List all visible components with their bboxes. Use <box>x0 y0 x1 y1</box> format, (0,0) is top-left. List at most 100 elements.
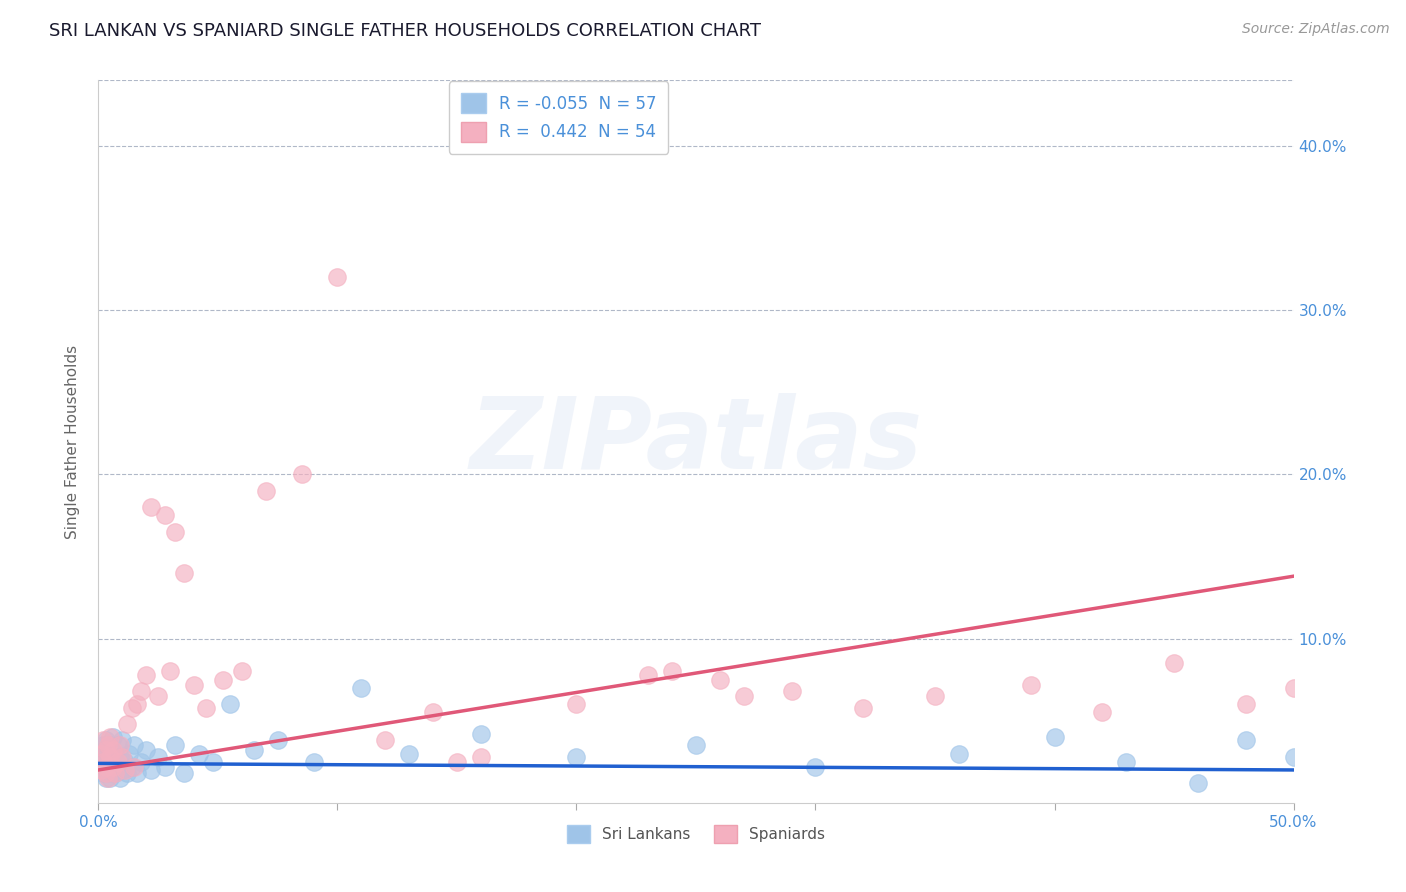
Point <box>350 681 373 695</box>
Point <box>101 760 124 774</box>
Point <box>118 747 141 761</box>
Point <box>98 771 122 785</box>
Point <box>326 270 349 285</box>
Point <box>135 743 157 757</box>
Point <box>243 743 266 757</box>
Point <box>111 763 134 777</box>
Point <box>470 749 492 764</box>
Point <box>733 689 755 703</box>
Point <box>107 760 129 774</box>
Point <box>291 467 314 482</box>
Point <box>254 483 277 498</box>
Point <box>470 727 492 741</box>
Point <box>97 771 120 785</box>
Point <box>101 743 124 757</box>
Point <box>91 755 114 769</box>
Point <box>187 747 209 761</box>
Point <box>183 677 205 691</box>
Point <box>637 667 659 681</box>
Text: Source: ZipAtlas.com: Source: ZipAtlas.com <box>1241 22 1389 37</box>
Point <box>1091 706 1114 720</box>
Point <box>101 749 124 764</box>
Point <box>374 733 396 747</box>
Point <box>91 766 114 780</box>
Text: ZIPatlas: ZIPatlas <box>470 393 922 490</box>
Point <box>98 760 122 774</box>
Point <box>94 763 117 777</box>
Point <box>948 747 970 761</box>
Point <box>202 755 225 769</box>
Point <box>565 749 588 764</box>
Point <box>101 730 124 744</box>
Point <box>91 755 114 769</box>
Point <box>94 733 117 747</box>
Point <box>114 755 136 769</box>
Text: SRI LANKAN VS SPANIARD SINGLE FATHER HOUSEHOLDS CORRELATION CHART: SRI LANKAN VS SPANIARD SINGLE FATHER HOU… <box>49 22 761 40</box>
Point <box>163 524 186 539</box>
Point <box>211 673 233 687</box>
Point <box>1234 733 1257 747</box>
Point <box>398 747 420 761</box>
Point <box>148 689 170 703</box>
Point <box>108 771 131 785</box>
Point <box>173 766 195 780</box>
Point <box>91 739 114 753</box>
Point <box>104 766 127 780</box>
Point <box>121 760 143 774</box>
Point <box>131 755 153 769</box>
Point <box>107 739 129 753</box>
Point <box>804 760 827 774</box>
Point <box>90 760 112 774</box>
Point <box>94 771 117 785</box>
Point <box>114 763 136 777</box>
Point <box>107 755 129 769</box>
Point <box>104 747 127 761</box>
Point <box>94 766 117 780</box>
Point <box>98 730 122 744</box>
Point <box>155 760 177 774</box>
Point <box>155 508 177 523</box>
Point <box>163 739 186 753</box>
Point <box>121 700 143 714</box>
Point <box>1043 730 1066 744</box>
Point <box>565 698 588 712</box>
Point <box>97 739 120 753</box>
Point <box>94 743 117 757</box>
Point <box>173 566 195 580</box>
Point <box>1187 776 1209 790</box>
Point <box>104 766 127 780</box>
Point <box>115 717 138 731</box>
Point <box>139 500 162 515</box>
Point <box>124 760 146 774</box>
Point <box>1282 749 1305 764</box>
Point <box>685 739 707 753</box>
Point <box>90 747 112 761</box>
Point <box>111 733 134 747</box>
Point <box>125 698 148 712</box>
Point <box>125 766 148 780</box>
Point <box>101 763 124 777</box>
Point <box>302 755 325 769</box>
Point <box>1234 698 1257 712</box>
Point <box>219 698 242 712</box>
Point <box>231 665 253 679</box>
Point <box>97 743 120 757</box>
Point <box>709 673 731 687</box>
Legend: Sri Lankans, Spaniards: Sri Lankans, Spaniards <box>561 819 831 849</box>
Point <box>661 665 683 679</box>
Point <box>195 700 218 714</box>
Point <box>98 749 122 764</box>
Point <box>159 665 181 679</box>
Point <box>267 733 290 747</box>
Point <box>98 739 122 753</box>
Point <box>1115 755 1137 769</box>
Point <box>139 763 162 777</box>
Point <box>780 684 803 698</box>
Point <box>94 760 117 774</box>
Point <box>124 739 146 753</box>
Point <box>131 684 153 698</box>
Point <box>91 733 114 747</box>
Point <box>852 700 875 714</box>
Point <box>446 755 468 769</box>
Point <box>90 763 112 777</box>
